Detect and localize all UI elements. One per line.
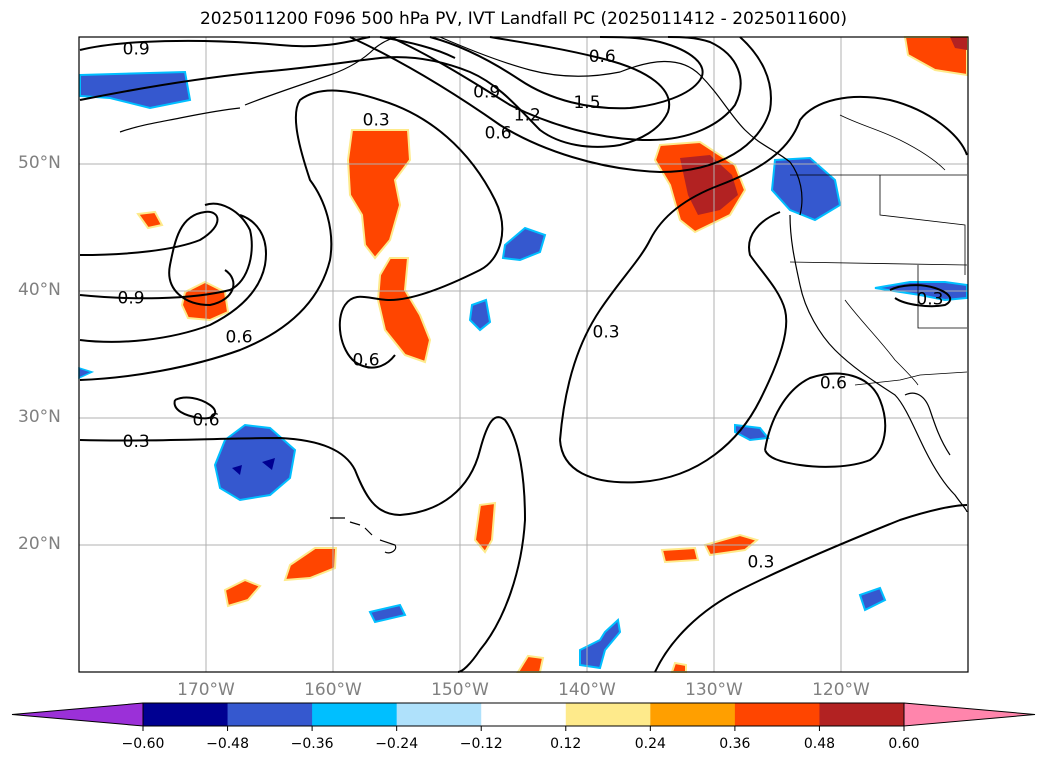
lon-label: 130°W: [685, 680, 743, 700]
contour-label: 0.3: [916, 290, 943, 310]
contour-label: 1.5: [573, 93, 600, 113]
colorbar-segment: [565, 703, 651, 726]
colorbar-segment: [227, 703, 313, 726]
lon-label: 170°W: [177, 680, 235, 700]
contour-label: 0.6: [192, 410, 219, 430]
colorbar-segment: [396, 703, 482, 726]
contour-label: 1.2: [514, 105, 541, 125]
contour-label: 0.6: [820, 373, 847, 393]
contour-label: 0.3: [593, 323, 620, 343]
contour-label: 0.6: [589, 47, 616, 67]
colorbar-tick-label: −0.60: [121, 736, 165, 752]
colorbar-extend-low: [11, 702, 144, 727]
contour-label: 0.9: [473, 83, 500, 103]
state-borders: [789, 114, 968, 386]
contour-label: 0.3: [363, 111, 390, 131]
contour-label: 0.6: [225, 328, 252, 348]
colorbar-tick-label: −0.24: [375, 736, 419, 752]
contour-labels: 0.9 0.6 0.9 1.2 1.5 0.3 0.6 0.9 0.6 0.6 0.3 0.6 0.3 0…: [118, 39, 944, 573]
colorbar-tick-label: 0.48: [803, 736, 836, 752]
plot-title: 2025011200 F096 500 hPa PV, IVT Landfall…: [199, 9, 847, 29]
lat-label: 40°N: [18, 280, 61, 300]
colorbar-tick-label: 0.60: [888, 736, 920, 752]
map-frame: [78, 36, 969, 673]
lon-label: 120°W: [812, 680, 870, 700]
colorbar-tick-label: 0.12: [550, 736, 582, 752]
lon-label: 140°W: [558, 680, 616, 700]
shaded-anomalies: [78, 36, 968, 673]
contour-label: 0.3: [123, 432, 150, 452]
contour-label: 0.9: [118, 288, 145, 308]
map-gridlines: [79, 37, 968, 672]
colorbar-tick-label: −0.48: [206, 736, 249, 752]
contour-label: 0.3: [747, 553, 774, 573]
colorbar-tick-label: −0.12: [459, 736, 503, 752]
lat-label: 50°N: [18, 153, 61, 173]
colorbar-segment: [481, 703, 567, 726]
contour-label: 0.6: [352, 351, 379, 371]
lon-label: 160°W: [304, 680, 362, 700]
colorbar-segment: [312, 703, 398, 726]
colorbar-tick-label: 0.24: [634, 736, 666, 752]
colorbar-segment: [143, 703, 229, 726]
colorbar: [11, 702, 1036, 731]
pv-contours: [79, 36, 968, 673]
contour-label: 0.6: [485, 123, 512, 143]
lat-label: 20°N: [18, 534, 61, 554]
contour-label: 0.9: [123, 39, 150, 59]
colorbar-tick-label: −0.36: [290, 736, 334, 752]
lon-label: 150°W: [431, 680, 489, 700]
colorbar-tick-label: 0.36: [719, 736, 751, 752]
colorbar-frame: [142, 702, 905, 727]
colorbar-segment: [650, 703, 736, 726]
colorbar-segment: [819, 703, 905, 726]
lat-label: 30°N: [18, 407, 61, 427]
coastlines: [119, 36, 968, 554]
colorbar-segment: [734, 703, 820, 726]
colorbar-extend-high: [903, 702, 1036, 727]
